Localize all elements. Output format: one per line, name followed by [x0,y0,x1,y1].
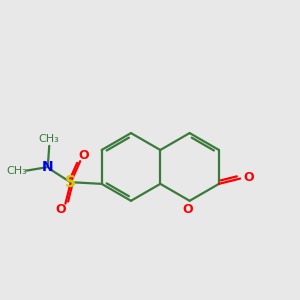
Text: N: N [42,160,54,174]
Text: CH₃: CH₃ [39,134,60,143]
Text: CH₃: CH₃ [7,166,28,176]
Text: S: S [65,175,76,190]
Text: O: O [78,149,89,162]
Text: O: O [56,203,66,216]
Text: O: O [243,171,254,184]
Text: O: O [183,202,194,215]
